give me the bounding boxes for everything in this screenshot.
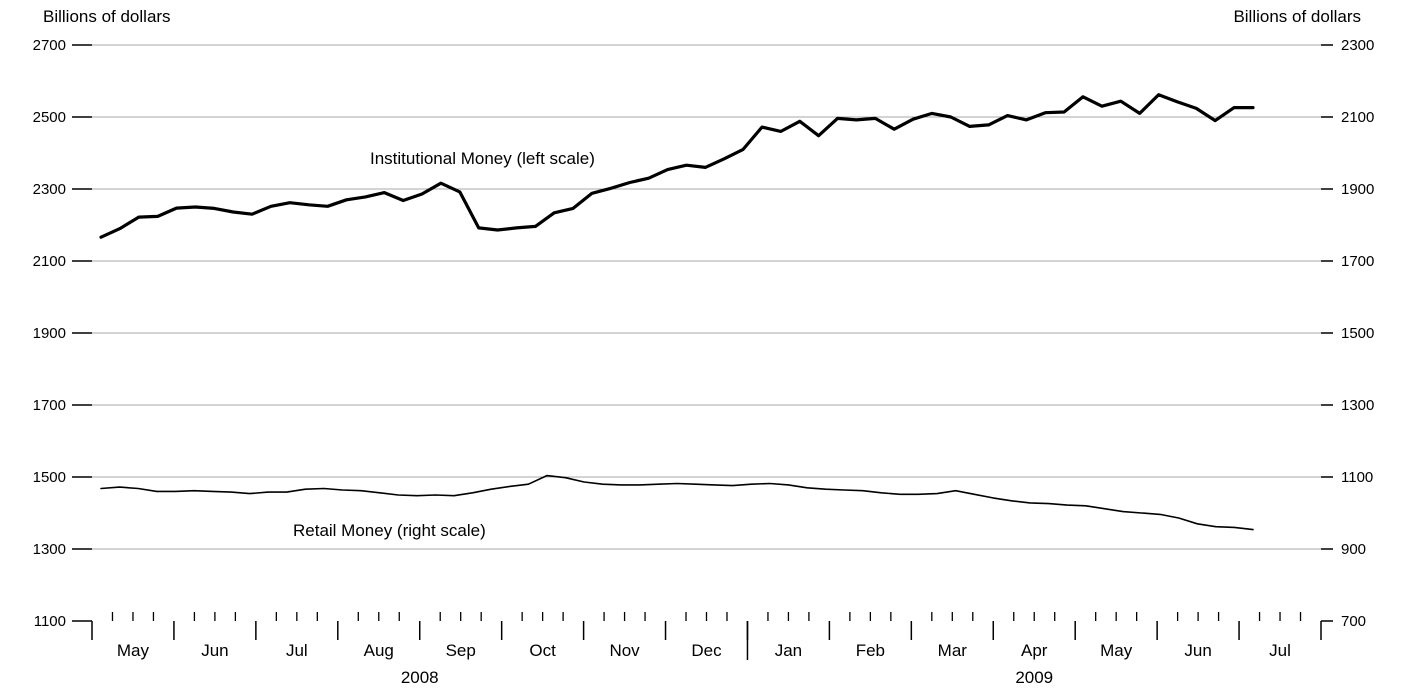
right-tick-label: 1700: [1341, 253, 1374, 270]
month-label: Jul: [286, 641, 308, 660]
year-label: 2009: [1015, 668, 1053, 687]
left-tick-label: 1900: [33, 325, 66, 342]
month-label: May: [117, 641, 150, 660]
month-label: May: [1100, 641, 1133, 660]
left-tick-label: 1100: [34, 613, 66, 630]
left-tick-label: 1700: [33, 397, 66, 414]
left-tick-label: 2300: [33, 181, 66, 198]
month-label: Jan: [775, 641, 802, 660]
left-tick-label: 2500: [33, 109, 66, 126]
left-axis-label: Billions of dollars: [43, 7, 171, 26]
retail-money-annotation: Retail Money (right scale): [293, 521, 486, 540]
month-label: Sep: [446, 641, 476, 660]
month-label: Mar: [938, 641, 968, 660]
left-tick-label: 2100: [33, 253, 66, 270]
x-axis: May Jun Jul Aug Sep Oct Nov Dec Jan Feb Mar Apr May J…: [91, 612, 1322, 687]
right-tick-label: 1300: [1341, 397, 1374, 414]
institutional-money-line: [99, 93, 1255, 239]
right-tick-label: 1500: [1341, 325, 1374, 342]
left-axis: 1100 1300 1500 1700 1900 2100 2300 2500 2700: [33, 37, 92, 630]
right-tick-label: 1100: [1341, 469, 1373, 486]
right-tick-label: 2300: [1341, 37, 1374, 54]
year-label: 2008: [401, 668, 439, 687]
institutional-money-annotation: Institutional Money (left scale): [370, 149, 595, 168]
month-label: Dec: [691, 641, 722, 660]
left-tick-label: 2700: [33, 37, 66, 54]
month-label: Aug: [364, 641, 394, 660]
retail-money-line: [100, 474, 1254, 531]
right-tick-label: 700: [1341, 613, 1366, 630]
left-tick-label: 1500: [33, 469, 66, 486]
month-label: Jun: [201, 641, 228, 660]
left-tick-label: 1300: [33, 541, 66, 558]
month-label: Feb: [856, 641, 885, 660]
right-tick-label: 1900: [1341, 181, 1374, 198]
month-label: Jul: [1269, 641, 1291, 660]
month-label: Jun: [1184, 641, 1211, 660]
month-label: Oct: [529, 641, 556, 660]
right-axis-label: Billions of dollars: [1233, 7, 1361, 26]
month-label: Nov: [609, 641, 640, 660]
month-label: Apr: [1021, 641, 1048, 660]
gridlines: [92, 44, 1333, 550]
right-tick-label: 2100: [1341, 109, 1374, 126]
right-axis: 700 900 1100 1300 1500 1700 1900 2100 2300: [1321, 37, 1374, 630]
right-tick-label: 900: [1341, 541, 1366, 558]
series-group: [99, 93, 1255, 531]
